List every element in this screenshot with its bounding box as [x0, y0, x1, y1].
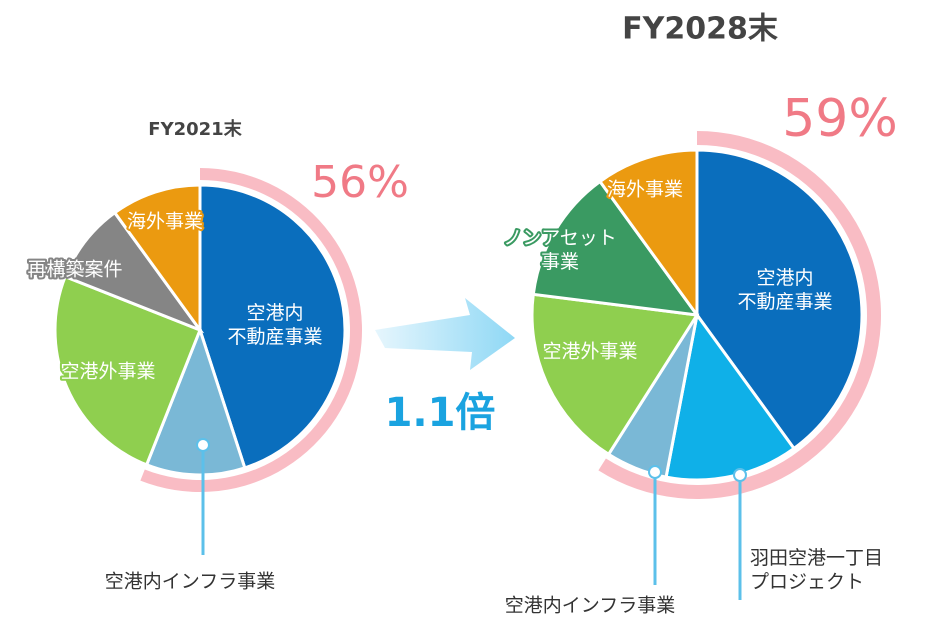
pie-title: FY2028末	[622, 12, 778, 47]
pie-slice	[695, 148, 864, 451]
pie-slice	[531, 179, 701, 317]
pie-slice	[53, 274, 202, 467]
slice-label: 羽田空港一丁目プロジェクト	[750, 547, 883, 593]
slice-label: 空港内インフラ事業	[105, 571, 275, 593]
pie-slice	[198, 183, 347, 470]
slice-label: 空港外事業	[60, 361, 155, 383]
slice-label: 空港内不動産事業	[737, 267, 832, 313]
pie-slice	[144, 325, 247, 477]
slice-label: 海外事業	[127, 211, 203, 233]
pie-title: FY2021末	[148, 118, 242, 140]
highlight-label: 59%	[782, 89, 898, 149]
slice-label: 空港内不動産事業	[227, 302, 322, 348]
growth-label: 1.1倍	[385, 390, 496, 436]
slice-label: 海外事業	[607, 179, 683, 201]
pie-slice	[112, 183, 202, 335]
slice-label: 空港外事業	[542, 341, 637, 363]
pie-slice	[63, 210, 205, 334]
pie-slice	[664, 311, 797, 482]
growth-arrow	[375, 298, 515, 370]
slice-label: 空港内インフラ事業	[505, 595, 675, 617]
highlight-label: 56%	[311, 157, 409, 208]
slice-label: ノンアセット事業	[503, 227, 617, 273]
pie-slice	[530, 292, 700, 457]
leader-dot	[196, 438, 210, 452]
leader-dot	[733, 468, 747, 482]
pie-slice	[597, 148, 699, 320]
leader-dot	[648, 465, 662, 479]
slice-label: 再構築案件	[27, 259, 122, 281]
